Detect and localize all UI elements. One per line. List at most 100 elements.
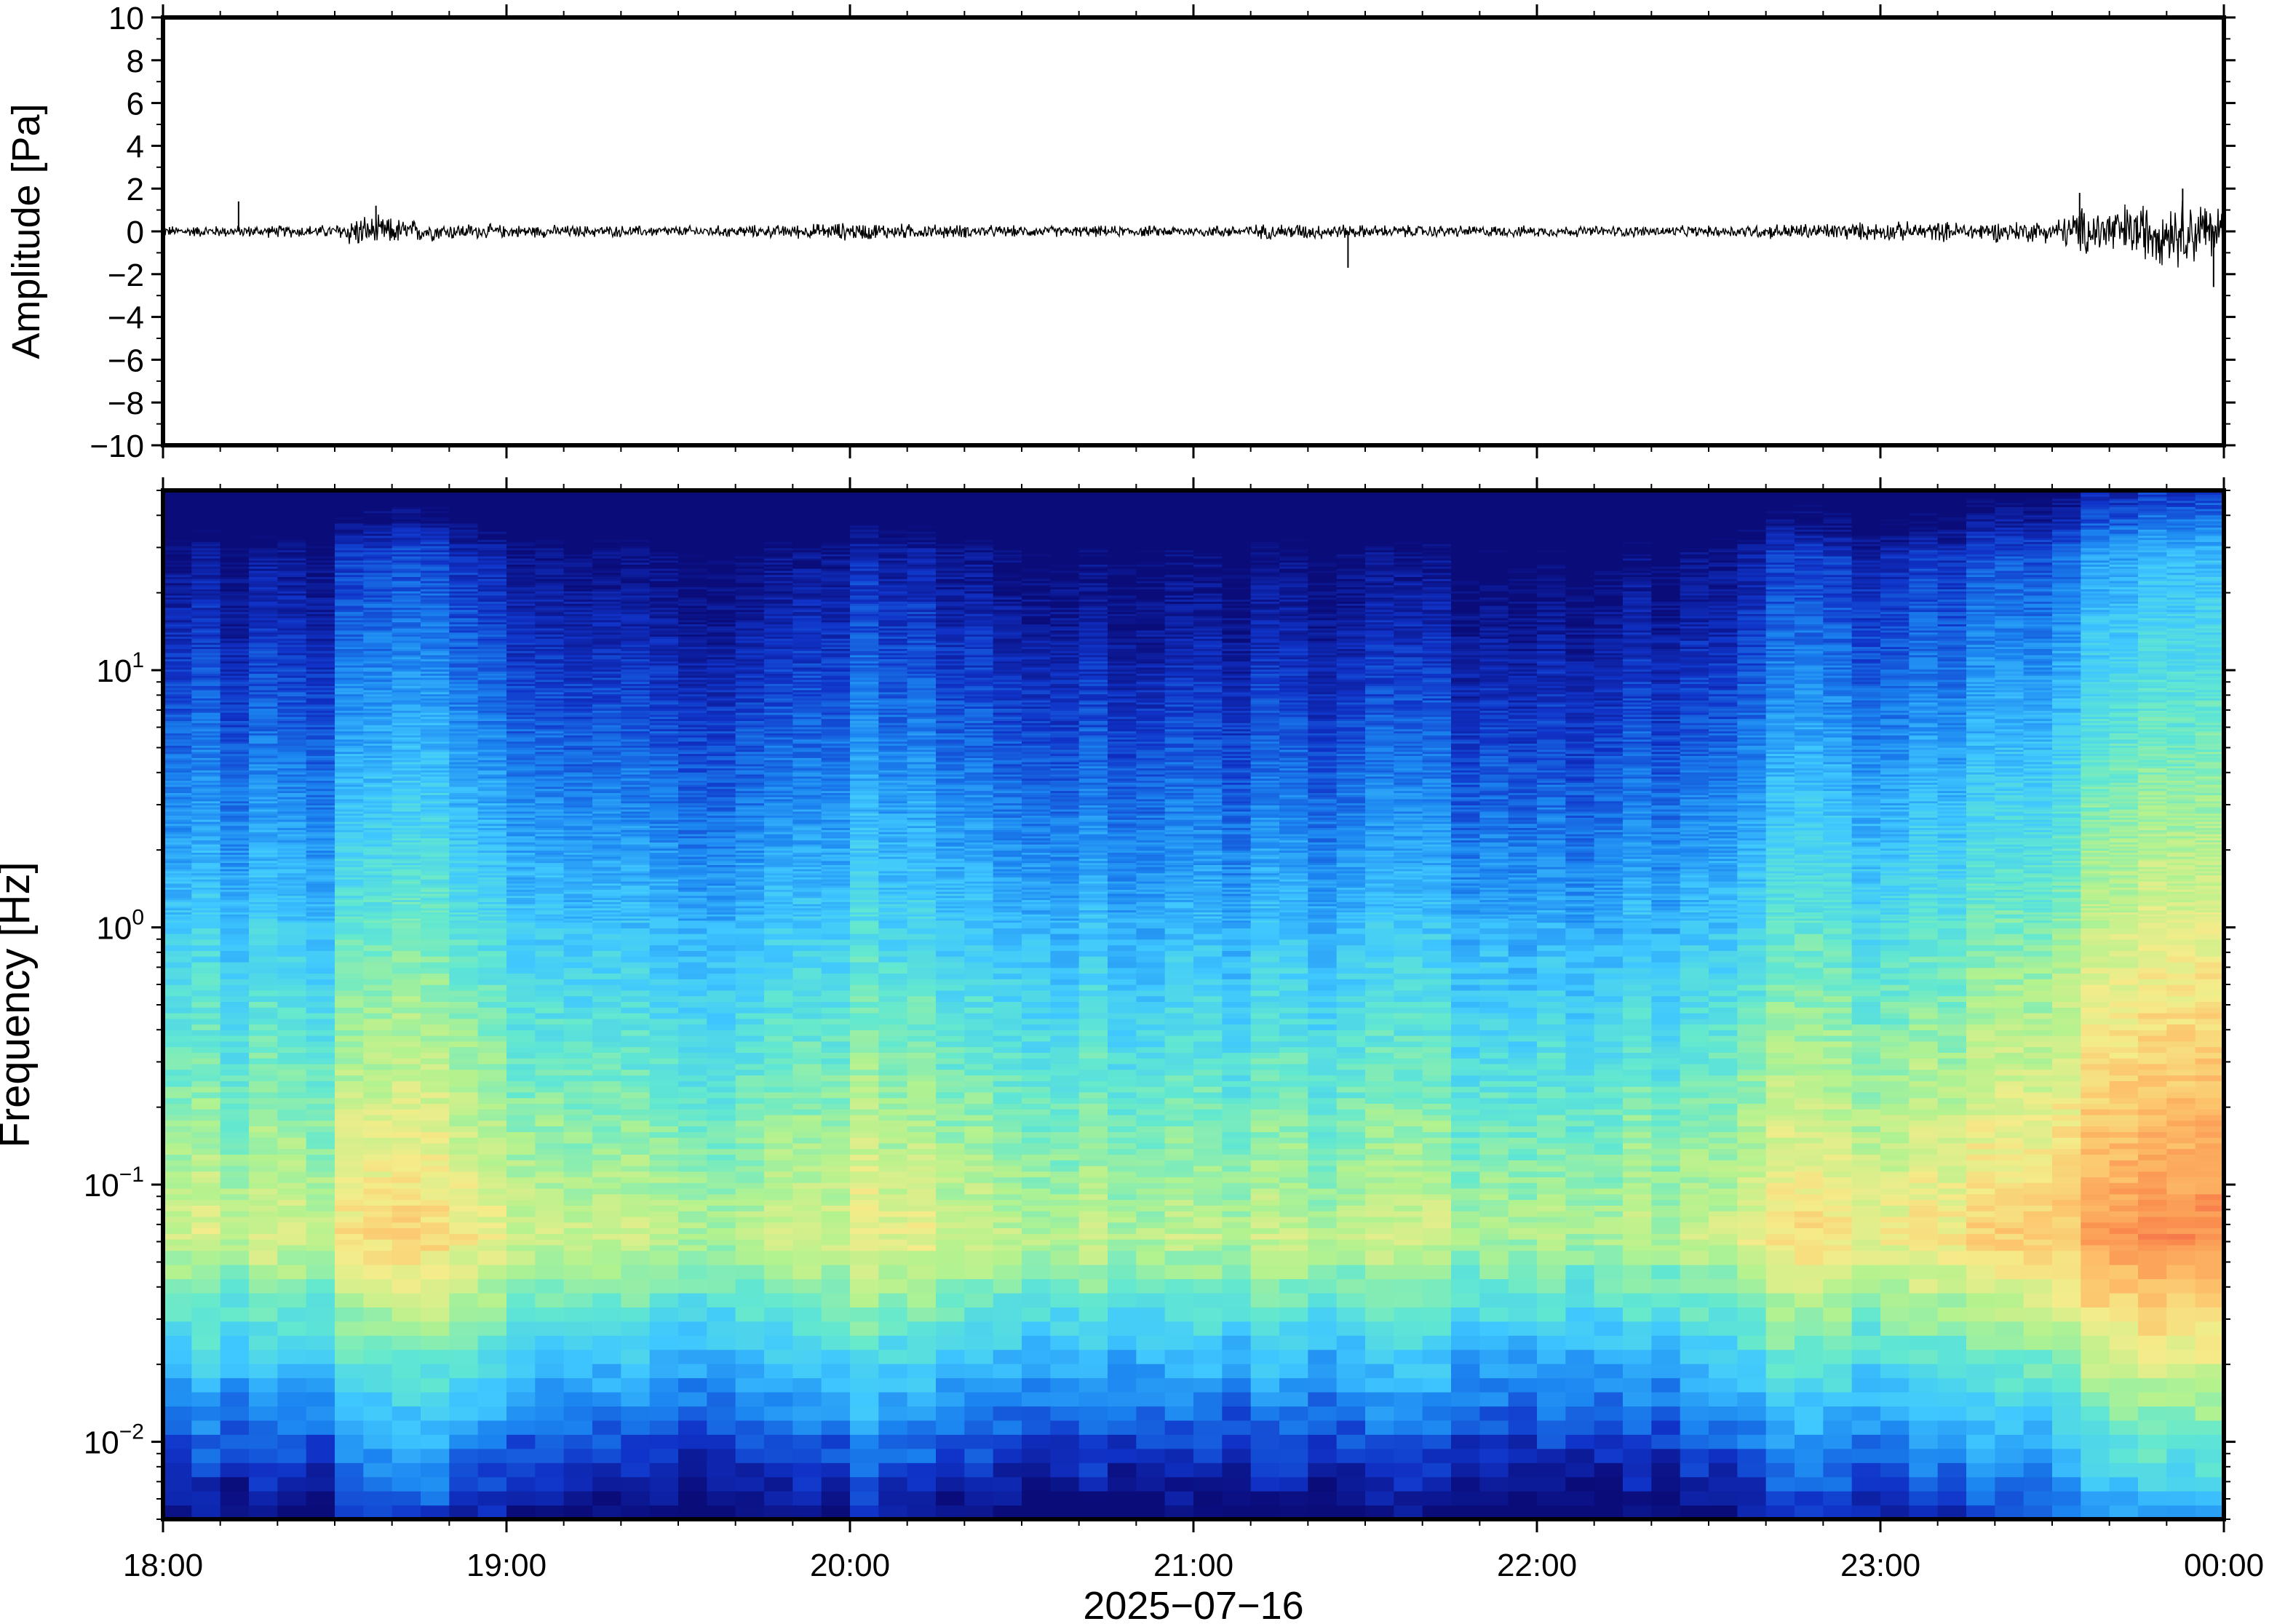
spectrogram-cell [163,1041,192,1047]
spectrogram-cell [191,1239,220,1245]
spectrogram-cell [535,1462,564,1477]
spectrogram-cell [535,1109,564,1115]
spectrogram-cell [392,1115,421,1121]
spectrogram-cell [163,974,192,979]
spectrogram-cell [249,1217,278,1222]
spectrogram-cell [220,1477,250,1492]
spectrogram-cell [392,939,421,945]
spectrogram-cell [363,1278,392,1293]
spectrogram-cell [335,1109,364,1115]
spectrogram-cell [392,1188,421,1194]
spectrogram-cell [249,1321,278,1336]
spectrogram-cell [277,1013,306,1019]
spectrogram-cell [392,1177,421,1182]
spectrogram-cell [506,1001,536,1007]
spectrogram-cell [363,1001,392,1007]
spectrogram-cell [363,1086,392,1092]
spectrogram-cell [449,1001,478,1007]
spectrogram-cell [478,1115,507,1121]
spectrogram-cell [249,990,278,996]
spectrogram-cell [478,1098,507,1104]
spectrogram-cell [478,1019,507,1024]
spectrogram-cell [220,1115,250,1121]
spectrogram-cell [449,1143,478,1149]
waveform-line [163,201,2224,268]
spectrogram-cell [449,1293,478,1307]
spectrogram-cell [191,1024,220,1030]
spectrogram-cell [191,1035,220,1041]
spectrogram-cell [478,1052,507,1058]
spectrogram-cell [421,984,450,990]
spectrogram-cell [249,1293,278,1307]
spectrogram-cell [306,1013,335,1019]
spectrogram-cell [220,1233,250,1239]
spectrogram-cell [363,934,392,939]
spectrogram-cell [249,950,278,956]
spectrogram-cell [449,1109,478,1115]
spectrogram-cell [478,1109,507,1115]
spectrogram-cell [335,979,364,984]
spectrogram-cell [421,1491,450,1505]
spectrogram-cell [220,939,250,945]
spectrogram-cell [249,1307,278,1321]
spectrogram-cell [363,990,392,996]
spectrogram-cell [277,996,306,1002]
spectrogram-cell [363,956,392,962]
spectrogram-cell [621,1205,650,1211]
spectrogram-cell [564,996,593,1002]
spectrogram-cell [592,1177,621,1182]
spectrogram-cell [535,984,564,990]
spectrogram-cell [163,1126,192,1132]
spectrogram-cell [277,1149,306,1155]
spectrogram-cell [392,1121,421,1126]
spectrogram-cell [249,1449,278,1463]
spectrogram-cell [335,1350,364,1364]
spectrogram-cell [478,1194,507,1200]
spectrogram-cell [592,1449,621,1463]
spectrogram-cell [220,934,250,939]
spectrogram-cell [363,1024,392,1030]
spectrogram-cell [535,1013,564,1019]
spectrogram-cell [277,1041,306,1047]
spectrogram-cell [621,1075,650,1081]
spectrogram-cell [392,1462,421,1477]
spectrogram-cell [564,990,593,996]
spectrogram-cell [306,934,335,939]
spectrogram-cell [249,1001,278,1007]
spectrogram-cell [335,1052,364,1058]
spectrogram-cell [363,923,392,928]
spectrogram-cell [249,934,278,939]
spectrogram-cell [191,1047,220,1053]
spectrogram-cell [564,1477,593,1492]
spectrogram-cell [191,1233,220,1239]
spectrogram-cell [535,1166,564,1171]
spectrogram-cell [277,1217,306,1222]
spectrogram-cell [564,1126,593,1132]
spectrogram-cell [306,1109,335,1115]
spectrogram-cell [535,1350,564,1364]
spectrogram-cell [392,1222,421,1228]
spectrogram-cell [592,1420,621,1435]
spectrogram-cell [564,1307,593,1321]
spectrogram-cell [163,1070,192,1075]
spectrogram-cell [163,1251,192,1265]
spectrogram-cell [564,1143,593,1149]
spectrogram-cell [220,1182,250,1188]
spectrogram-cell [506,1160,536,1166]
spectrogram-cell [535,1131,564,1137]
spectrogram-cell [363,945,392,951]
spectrogram-cell [621,1001,650,1007]
spectrogram-cell [592,968,621,974]
spectrogram-cell [535,1075,564,1081]
spectrogram-cell [306,1086,335,1092]
spectrogram-cell [277,928,306,934]
spectrogram-cell [249,939,278,945]
spectrogram-cell [535,996,564,1002]
spectrogram-cell [449,1070,478,1075]
spectrogram-cell [306,1420,335,1435]
spectrogram-cell [621,1052,650,1058]
spectrogram-cell [421,1019,450,1024]
spectrogram-cell [363,1149,392,1155]
spectrogram-cell [335,990,364,996]
spectrogram-cell [277,1035,306,1041]
